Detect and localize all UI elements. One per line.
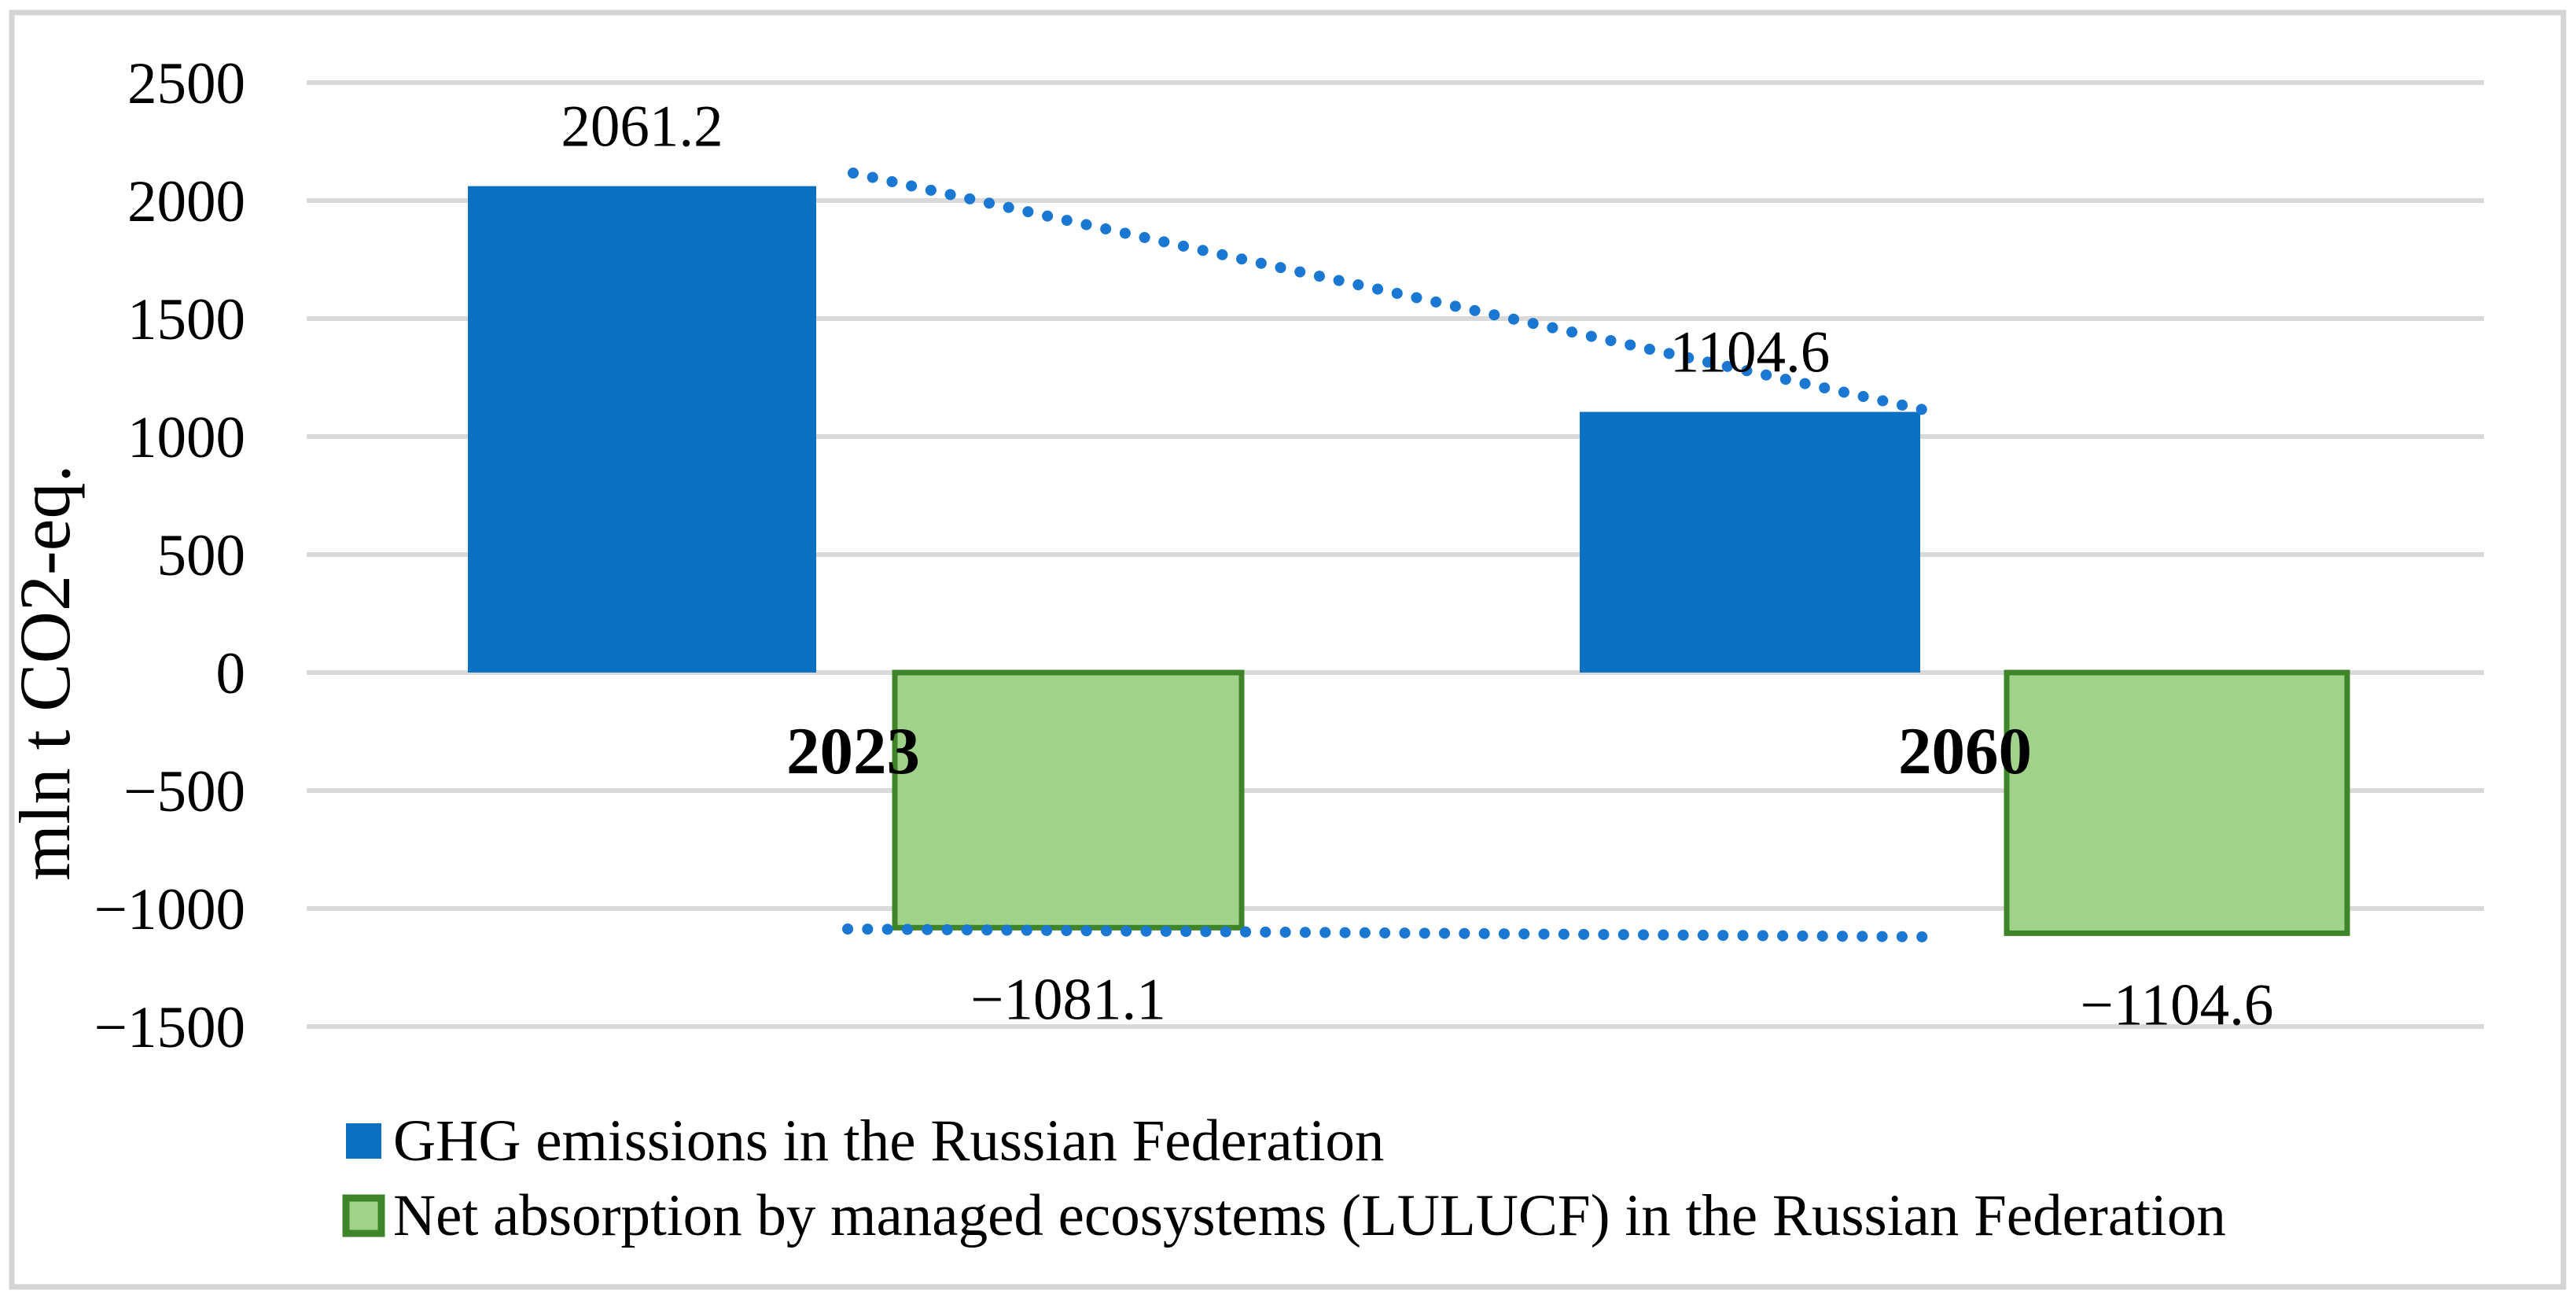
bar-emissions-2023[interactable] bbox=[468, 186, 816, 673]
legend-swatch-emissions[interactable] bbox=[346, 1123, 381, 1159]
bar-absorption-2023[interactable] bbox=[892, 669, 1245, 931]
y-axis-tick-label: −1000 bbox=[94, 877, 245, 942]
bar-emissions-2060[interactable] bbox=[1580, 411, 1920, 673]
data-label-absorption-2060: −1104.6 bbox=[2081, 972, 2274, 1038]
category-label-2060: 2060 bbox=[1898, 714, 2032, 788]
data-label-absorption-2023: −1081.1 bbox=[970, 967, 1166, 1032]
data-label-emissions-2023: 2061.2 bbox=[561, 94, 723, 160]
category-label-2023: 2023 bbox=[786, 714, 920, 788]
trendline-absorption[interactable] bbox=[842, 923, 1934, 942]
y-axis-tick-label: 500 bbox=[157, 523, 246, 588]
legend-label-absorption[interactable]: Net absorption by managed ecosystems (LU… bbox=[393, 1183, 2226, 1248]
bar-absorption-2060[interactable] bbox=[2004, 669, 2350, 936]
data-label-emissions-2060: 1104.6 bbox=[1670, 320, 1830, 385]
y-axis-tick-label: −500 bbox=[123, 759, 245, 824]
legend-swatch-absorption[interactable] bbox=[342, 1194, 385, 1237]
legend-label-emissions[interactable]: GHG emissions in the Russian Federation bbox=[393, 1108, 1384, 1174]
y-axis-tick-label: 1000 bbox=[127, 405, 245, 470]
y-axis-tick-label: 1500 bbox=[127, 287, 245, 352]
y-axis-tick-label: −1500 bbox=[94, 995, 245, 1060]
y-axis-tick-label: 2500 bbox=[127, 51, 245, 116]
y-axis-title: mln t CO2-eq. bbox=[5, 465, 85, 881]
trendline-emissions[interactable] bbox=[848, 168, 1940, 418]
y-axis-tick-label: 2000 bbox=[127, 169, 245, 234]
y-axis-tick-label: 0 bbox=[216, 641, 246, 706]
chart-border bbox=[9, 9, 2567, 1290]
